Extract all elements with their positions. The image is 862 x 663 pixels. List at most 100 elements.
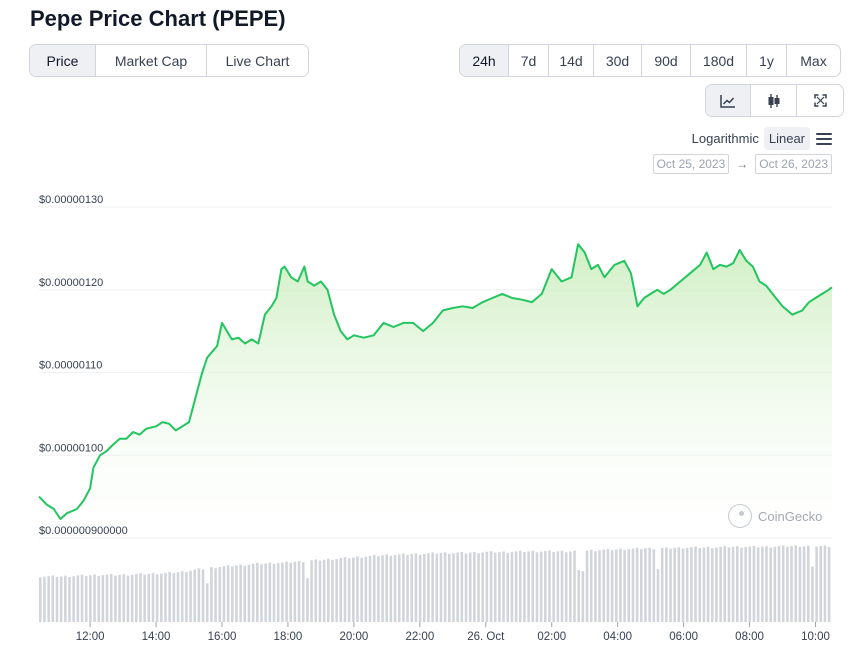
volume-bar [318, 560, 322, 622]
volume-bar [477, 553, 480, 622]
volume-bar [205, 583, 209, 622]
volume-bar [364, 556, 368, 622]
volume-bar [698, 548, 702, 622]
volume-bar [635, 547, 639, 622]
volume-bar [786, 546, 789, 622]
tab-price[interactable]: Price [30, 45, 96, 76]
watermark-text: CoinGecko [758, 508, 823, 524]
volume-bar [385, 554, 389, 622]
volume-bar [736, 546, 739, 622]
candlestick-button[interactable] [751, 85, 797, 116]
volume-bar [84, 576, 88, 622]
volume-bar [573, 550, 576, 622]
volume-bar [143, 574, 146, 622]
date-to-input[interactable]: Oct 26, 2023 [755, 154, 832, 174]
volume-bar [172, 573, 176, 622]
volume-bar [80, 574, 84, 622]
volume-bar [372, 554, 376, 622]
volume-bar [260, 564, 263, 622]
range-1y-button[interactable]: 1y [747, 45, 787, 76]
volume-bar [719, 546, 722, 622]
volume-bar [356, 556, 359, 622]
volume-bar [811, 566, 814, 622]
volume-bar [623, 550, 626, 622]
volume-bar [368, 555, 372, 622]
volume-bar [281, 562, 284, 622]
date-from-input[interactable]: Oct 25, 2023 [652, 154, 730, 174]
line-chart-button[interactable] [706, 85, 751, 116]
tab-live-chart[interactable]: Live Chart [225, 52, 290, 69]
scale-toggle: Logarithmic Linear [687, 127, 832, 150]
linear-option[interactable]: Linear [763, 127, 810, 150]
volume-bar [798, 546, 802, 622]
volume-bar [285, 561, 288, 622]
volume-bar [189, 570, 192, 622]
volume-bar [55, 577, 59, 622]
volume-bar [251, 563, 255, 622]
volume-bar [535, 552, 539, 622]
y-tick-label: $0.000000900000 [39, 525, 128, 537]
volume-bar [326, 558, 330, 622]
volume-bar [97, 575, 101, 622]
volume-bar [76, 575, 80, 622]
volume-bar [389, 555, 393, 622]
volume-bar [581, 571, 585, 622]
range-180d-button[interactable]: 180d [691, 45, 747, 76]
volume-bar [706, 546, 710, 622]
range-30d-button[interactable]: 30d [594, 45, 642, 76]
volume-bar [464, 553, 468, 622]
volume-bar [418, 554, 422, 622]
fullscreen-icon [813, 94, 827, 107]
range-max-button[interactable]: Max [800, 52, 827, 69]
fullscreen-button[interactable] [797, 85, 843, 116]
x-tick-label: 10:00 [801, 631, 830, 643]
time-range-tabs: 24h 7d 14d 30d 90d 180d 1y Max [459, 44, 841, 77]
range-7d-button[interactable]: 7d [509, 45, 549, 76]
volume-bar [564, 552, 568, 622]
volume-bar [510, 552, 514, 622]
volume-bar [560, 550, 564, 622]
volume-bar [823, 545, 827, 622]
volume-bar [769, 547, 772, 622]
volume-bar [180, 571, 184, 622]
x-tick-label: 26. Oct [467, 631, 505, 643]
volume-bar [794, 545, 798, 622]
menu-icon[interactable] [816, 132, 832, 145]
volume-bar [752, 545, 756, 622]
price-area-fill [39, 244, 832, 538]
volume-bar [744, 547, 747, 622]
volume-bar [59, 576, 63, 622]
volume-bar [710, 548, 714, 622]
volume-bar [781, 545, 785, 622]
volume-bar [397, 554, 401, 622]
tab-market-cap[interactable]: Market Cap [96, 45, 207, 76]
volume-bar [727, 547, 731, 622]
volume-bar [197, 568, 201, 622]
volume-bar [193, 569, 197, 622]
volume-bar [569, 551, 572, 622]
volume-bar [360, 557, 363, 622]
volume-bar [585, 550, 589, 622]
volume-bar [139, 573, 142, 622]
range-24h-button[interactable]: 24h [460, 45, 509, 76]
volume-bar [230, 566, 234, 622]
volume-bar [331, 559, 334, 622]
volume-bar [523, 551, 526, 622]
volume-bar [806, 545, 810, 622]
volume-bar [310, 560, 313, 622]
range-14d-button[interactable]: 14d [549, 45, 594, 76]
volume-bar [681, 548, 685, 622]
y-tick-label: $0.00000100 [39, 442, 103, 454]
volume-bar [610, 550, 614, 622]
range-90d-button[interactable]: 90d [642, 45, 691, 76]
volume-bar [352, 557, 355, 622]
y-tick-label: $0.00000130 [39, 194, 103, 206]
logarithmic-option[interactable]: Logarithmic [691, 131, 759, 146]
volume-bar [552, 551, 555, 622]
volume-bar [740, 547, 743, 622]
x-tick-label: 18:00 [274, 631, 303, 643]
volume-bar [335, 558, 338, 622]
candlestick-icon [768, 93, 779, 108]
volume-bar [539, 551, 543, 622]
